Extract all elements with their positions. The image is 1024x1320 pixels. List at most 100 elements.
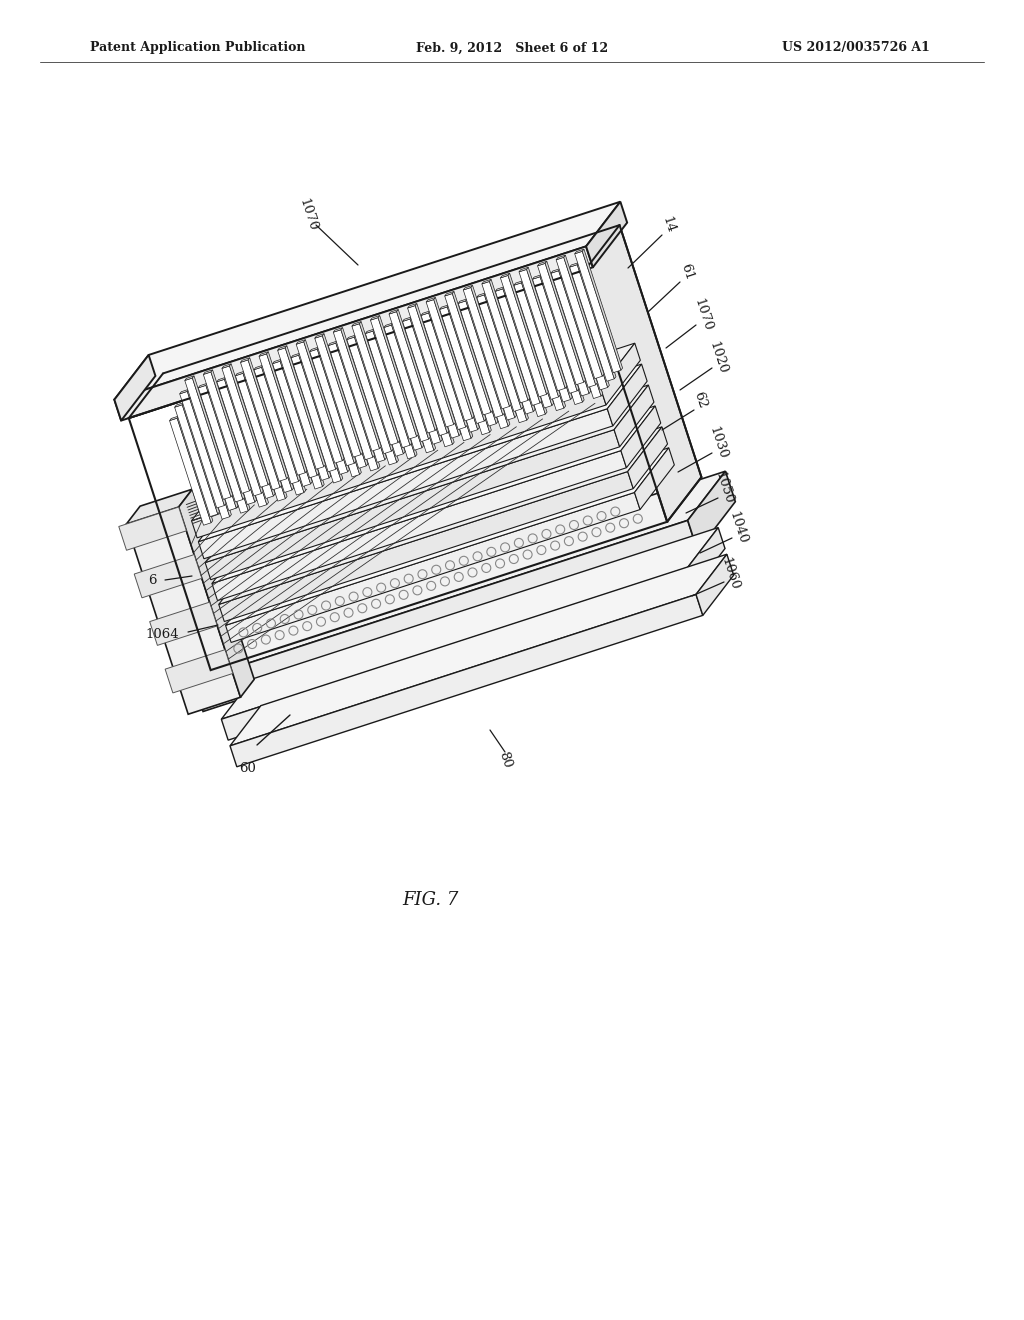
Polygon shape (532, 275, 542, 280)
Polygon shape (252, 392, 287, 499)
Polygon shape (482, 280, 492, 284)
Polygon shape (212, 450, 627, 601)
Polygon shape (211, 370, 251, 491)
Polygon shape (379, 338, 422, 450)
Polygon shape (352, 322, 361, 326)
Polygon shape (115, 247, 593, 421)
Polygon shape (272, 359, 282, 364)
Polygon shape (205, 430, 620, 579)
Polygon shape (479, 306, 516, 417)
Polygon shape (546, 282, 555, 286)
Polygon shape (472, 309, 515, 420)
Polygon shape (429, 331, 438, 337)
Text: 1070: 1070 (297, 197, 319, 234)
Polygon shape (309, 347, 318, 351)
Polygon shape (453, 292, 493, 412)
Polygon shape (309, 350, 354, 466)
Polygon shape (416, 326, 459, 438)
Polygon shape (519, 269, 565, 391)
Polygon shape (175, 405, 218, 516)
Polygon shape (119, 507, 186, 550)
Polygon shape (324, 354, 333, 359)
Polygon shape (256, 379, 294, 490)
Polygon shape (366, 331, 410, 447)
Polygon shape (374, 350, 383, 354)
Polygon shape (532, 277, 578, 393)
Polygon shape (477, 293, 486, 297)
Polygon shape (165, 649, 232, 693)
Polygon shape (291, 352, 300, 358)
Polygon shape (467, 322, 508, 429)
Polygon shape (482, 281, 528, 403)
Polygon shape (496, 289, 540, 405)
Polygon shape (392, 343, 401, 348)
Polygon shape (583, 249, 623, 370)
Polygon shape (406, 330, 442, 442)
Polygon shape (317, 347, 356, 463)
Polygon shape (564, 276, 573, 281)
Polygon shape (696, 554, 733, 615)
Polygon shape (204, 370, 213, 375)
Polygon shape (541, 297, 583, 404)
Polygon shape (267, 375, 310, 487)
Polygon shape (373, 329, 412, 445)
Polygon shape (286, 368, 329, 480)
Polygon shape (230, 384, 240, 389)
Polygon shape (574, 249, 584, 253)
Polygon shape (688, 471, 735, 550)
Polygon shape (600, 343, 640, 405)
Polygon shape (421, 313, 466, 429)
Polygon shape (206, 383, 245, 499)
Polygon shape (628, 426, 668, 488)
Polygon shape (259, 354, 305, 475)
Polygon shape (344, 362, 380, 469)
Polygon shape (540, 275, 579, 391)
Polygon shape (490, 302, 534, 414)
Polygon shape (541, 296, 550, 300)
Polygon shape (270, 385, 305, 492)
Polygon shape (485, 315, 526, 422)
Polygon shape (219, 471, 633, 622)
Polygon shape (355, 358, 397, 465)
Polygon shape (314, 334, 324, 338)
Polygon shape (314, 335, 361, 457)
Polygon shape (554, 282, 591, 393)
Polygon shape (521, 281, 560, 397)
Polygon shape (324, 356, 367, 469)
Text: 60: 60 (240, 762, 256, 775)
Polygon shape (614, 385, 654, 446)
Polygon shape (126, 507, 241, 714)
Polygon shape (607, 364, 647, 426)
Text: 1060: 1060 (719, 556, 741, 591)
Polygon shape (304, 363, 348, 474)
Polygon shape (556, 255, 565, 260)
Polygon shape (262, 388, 304, 495)
Polygon shape (249, 379, 258, 383)
Polygon shape (397, 333, 440, 445)
Polygon shape (477, 294, 521, 412)
Polygon shape (391, 323, 430, 440)
Polygon shape (411, 339, 453, 446)
Text: 6: 6 (147, 573, 157, 586)
Polygon shape (129, 226, 620, 418)
Polygon shape (300, 374, 309, 379)
Polygon shape (586, 226, 701, 521)
Polygon shape (551, 271, 596, 387)
Polygon shape (354, 335, 393, 451)
Polygon shape (444, 293, 490, 414)
Polygon shape (170, 418, 211, 525)
Polygon shape (224, 378, 263, 494)
Polygon shape (254, 367, 299, 484)
Polygon shape (456, 326, 492, 432)
Polygon shape (221, 568, 694, 741)
Polygon shape (538, 264, 584, 384)
Polygon shape (493, 313, 528, 420)
Polygon shape (230, 387, 273, 499)
Polygon shape (259, 351, 268, 356)
Polygon shape (201, 396, 238, 508)
Polygon shape (572, 276, 609, 388)
Polygon shape (392, 346, 434, 453)
Polygon shape (331, 354, 368, 466)
Polygon shape (221, 528, 718, 719)
Polygon shape (408, 304, 417, 308)
